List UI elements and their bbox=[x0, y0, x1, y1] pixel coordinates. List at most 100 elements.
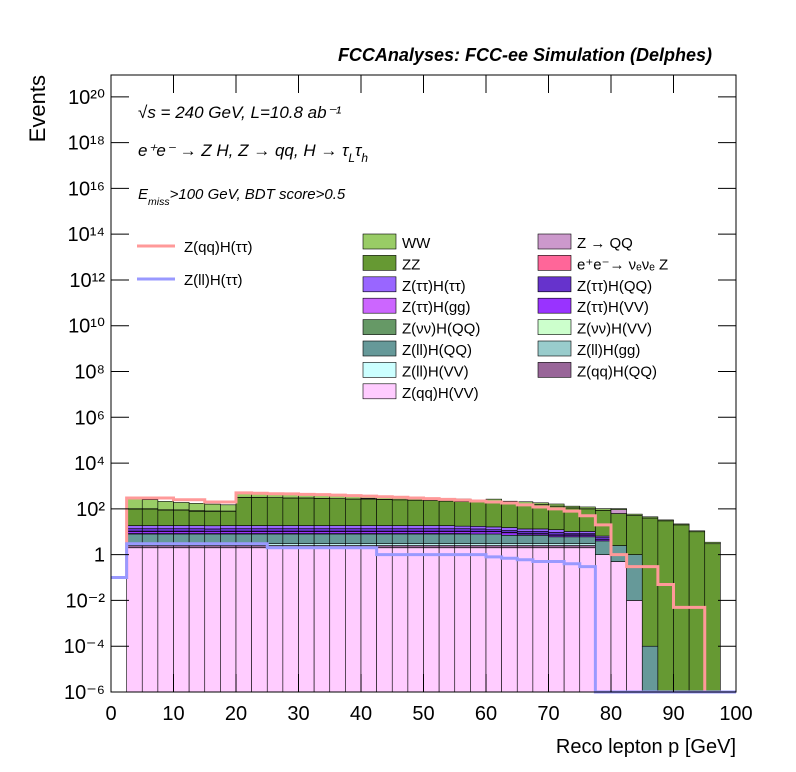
histogram-bar bbox=[126, 508, 143, 526]
histogram-bar bbox=[641, 517, 659, 647]
histogram-bar bbox=[360, 525, 377, 529]
annotation-text: >100 GeV, BDT score>0.5 bbox=[170, 186, 346, 203]
legend-swatch bbox=[537, 297, 572, 314]
legend-label: Z(ττ)H(ττ) bbox=[402, 278, 466, 295]
histogram-bar bbox=[313, 533, 331, 544]
histogram-bar bbox=[704, 541, 721, 545]
histogram-bar bbox=[376, 547, 393, 693]
histogram-bar bbox=[626, 554, 643, 601]
histogram-bar bbox=[563, 547, 581, 693]
histogram-bar bbox=[501, 502, 518, 528]
histogram-bar bbox=[345, 547, 362, 693]
histogram-bar bbox=[391, 533, 409, 544]
legend-label: Z(ττ)H(gg) bbox=[402, 299, 471, 316]
histogram-bar bbox=[204, 545, 221, 549]
histogram-bar bbox=[235, 547, 252, 693]
histogram-bar bbox=[579, 547, 596, 693]
histogram-bar bbox=[282, 531, 299, 534]
histogram-bar bbox=[454, 501, 471, 527]
histogram-bar bbox=[329, 547, 346, 693]
legend-label: Z(ll)H(VV) bbox=[402, 363, 469, 380]
histogram-bar bbox=[126, 531, 143, 534]
legend-label: ZZ bbox=[402, 256, 420, 273]
histogram-bar bbox=[485, 502, 502, 528]
histogram-bar bbox=[141, 508, 159, 526]
histogram-bar bbox=[423, 528, 440, 532]
histogram-bar bbox=[563, 531, 581, 534]
histogram-bar bbox=[313, 547, 331, 693]
legend-swatch bbox=[362, 362, 397, 378]
histogram-bar bbox=[563, 536, 581, 544]
histogram-bar bbox=[141, 499, 159, 510]
legend-label: Z → QQ bbox=[577, 235, 633, 252]
histogram-bar bbox=[220, 528, 237, 532]
histogram-bar bbox=[126, 545, 143, 549]
annotation-subscript: L bbox=[348, 151, 355, 165]
histogram-bar bbox=[220, 545, 237, 549]
histogram-bar bbox=[266, 547, 284, 693]
histogram-bar bbox=[470, 531, 487, 535]
histogram-bar bbox=[173, 509, 190, 526]
histogram-bar bbox=[313, 531, 331, 534]
histogram-bar bbox=[516, 534, 534, 544]
histogram-bar bbox=[345, 525, 362, 529]
histogram-bar bbox=[313, 498, 331, 526]
histogram-bar bbox=[204, 503, 221, 512]
histogram-bar bbox=[454, 528, 471, 532]
histogram-bar bbox=[595, 508, 612, 511]
histogram-bar bbox=[235, 531, 252, 534]
legend-swatch bbox=[362, 340, 397, 357]
x-tick-label: 70 bbox=[537, 703, 559, 725]
annotation-text: √s = 240 GeV, L=10.8 ab⁻¹ bbox=[138, 103, 342, 122]
histogram-bar bbox=[220, 533, 237, 544]
histogram-bar bbox=[173, 545, 190, 549]
histogram-bar bbox=[501, 534, 518, 544]
histogram-bar bbox=[157, 547, 174, 693]
histogram-bar bbox=[548, 529, 565, 533]
x-axis-label: Reco lepton p [GeV] bbox=[556, 736, 736, 758]
histogram-bar bbox=[141, 525, 159, 529]
legend-swatch bbox=[362, 297, 397, 314]
histogram-bar bbox=[516, 531, 534, 534]
histogram-bar bbox=[454, 547, 471, 693]
histogram-bar bbox=[141, 547, 159, 693]
histogram-bar bbox=[532, 534, 549, 544]
histogram-bar bbox=[188, 547, 206, 693]
histogram-bar bbox=[329, 498, 346, 526]
histogram-bar bbox=[251, 545, 268, 549]
y-tick-label: 10⁶ bbox=[75, 407, 105, 429]
histogram-bar bbox=[266, 528, 284, 532]
histogram-bar bbox=[235, 545, 252, 549]
histogram-bar bbox=[407, 533, 424, 544]
histogram-bar bbox=[516, 503, 534, 530]
y-tick-label: 10¹⁰ bbox=[68, 316, 105, 338]
histogram-bar bbox=[188, 528, 206, 532]
histogram-bar bbox=[345, 533, 362, 544]
histogram-bar bbox=[157, 531, 174, 534]
histogram-bar bbox=[376, 528, 393, 532]
histogram-bar bbox=[157, 533, 174, 544]
histogram-bar bbox=[141, 533, 159, 544]
histogram-bar bbox=[266, 533, 284, 544]
histogram-bar bbox=[391, 525, 409, 529]
histogram-bar bbox=[423, 531, 440, 534]
legend-swatch bbox=[537, 340, 572, 357]
legend-label: e⁺e⁻→ νₑνₑ Z bbox=[577, 256, 668, 273]
histogram-bar bbox=[657, 520, 674, 693]
legend-swatch bbox=[537, 319, 572, 335]
histogram-bar bbox=[626, 515, 643, 555]
histogram-bar bbox=[329, 533, 346, 544]
histogram-bar bbox=[563, 505, 581, 509]
histogram-bar bbox=[282, 547, 299, 693]
histogram-bar bbox=[329, 531, 346, 534]
histogram-bar bbox=[251, 497, 268, 526]
histogram-bar bbox=[688, 530, 706, 533]
histogram-bar bbox=[438, 533, 456, 544]
x-tick-label: 90 bbox=[662, 703, 684, 725]
histogram-bar bbox=[501, 545, 518, 549]
histogram-bar bbox=[641, 516, 659, 519]
histogram-bar bbox=[376, 525, 393, 529]
histogram-bar bbox=[423, 547, 440, 693]
x-tick-label: 30 bbox=[287, 703, 309, 725]
